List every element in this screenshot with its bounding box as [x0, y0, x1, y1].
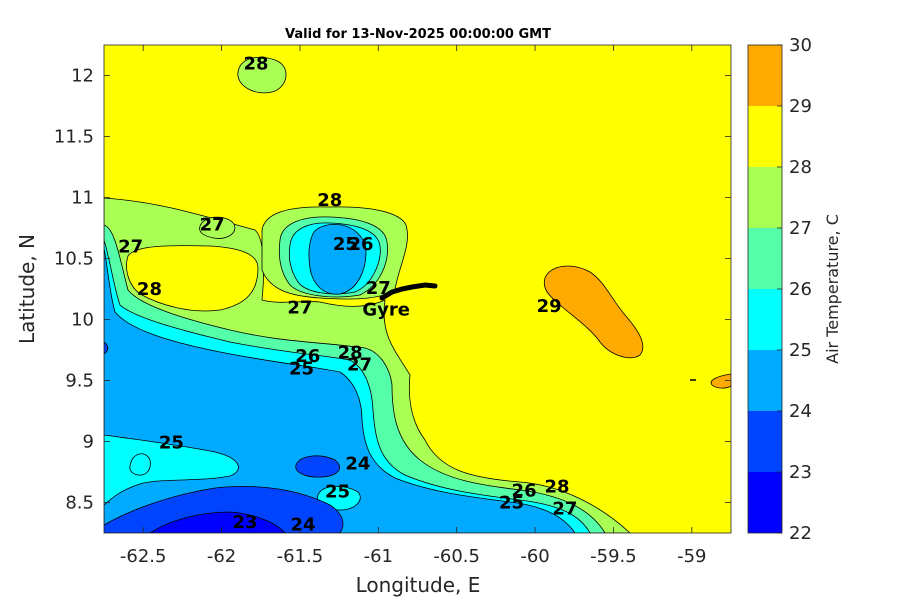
x-tick-label: -60.5	[433, 546, 480, 567]
contour-label: 27	[366, 278, 391, 299]
colorbar-tick-label: 29	[789, 96, 812, 117]
contour-label: 25	[333, 234, 358, 255]
band-27-28-island	[199, 216, 236, 239]
contour-label: 24	[345, 453, 370, 474]
colorbar-tick-label: 25	[789, 340, 812, 361]
contour-label: 26	[295, 346, 320, 367]
band-23-24-south-island	[295, 455, 340, 478]
contour-label: 25	[159, 433, 184, 454]
colorbar-swatch	[748, 45, 782, 106]
annotations: Gyre	[362, 300, 410, 321]
y-tick-label: 9.5	[65, 371, 94, 392]
y-tick-label: 12	[71, 66, 94, 87]
contour-label: 28	[137, 279, 162, 300]
x-axis-label: Longitude, E	[356, 573, 481, 597]
contour-label: 27	[347, 355, 372, 376]
y-tick-label: 10.5	[54, 249, 94, 270]
contour-label: 25	[289, 358, 314, 379]
x-axis: -62.5 -62 -61.5 -61 -60.5 -60 -59.5 -59	[120, 45, 707, 567]
band-23-24-inner	[308, 224, 367, 295]
contour-label: 28	[317, 190, 342, 211]
colorbar-label: Air Temperature, C	[823, 214, 842, 364]
contour-label: 27	[118, 236, 143, 257]
site-annotation: Gyre	[362, 300, 410, 321]
colorbar: 22 23 24 25 26 27 28 29 30	[747, 35, 812, 544]
chart-title: Valid for 13-Nov-2025 00:00:00 GMT	[285, 27, 551, 42]
contour-label: 27	[287, 297, 312, 318]
contour-label: 28	[244, 53, 269, 74]
colorbar-tick-label: 26	[789, 279, 812, 300]
band-28-29-east-edge	[710, 373, 731, 389]
y-tick-label: 8.5	[65, 493, 94, 514]
x-tick-label: -62.5	[120, 546, 167, 567]
y-axis-label: Latitude, N	[15, 234, 39, 344]
contour-label: 23	[233, 512, 258, 533]
contour-label: 27	[552, 499, 577, 520]
y-tick-label: 9	[83, 432, 94, 453]
x-tick-label: -60	[520, 546, 549, 567]
contour-label: 26	[349, 234, 374, 255]
colorbar-tick-label: 27	[789, 218, 812, 239]
y-tick-label: 11.5	[54, 127, 94, 148]
contour-label: 25	[499, 493, 524, 514]
x-tick-label: -62	[207, 546, 236, 567]
contour-label: 29	[537, 296, 562, 317]
colorbar-swatch	[748, 289, 782, 350]
contour-label: 27	[200, 214, 225, 235]
gyre-platform-marker	[379, 282, 438, 301]
band-24-25-south-pocket	[104, 434, 239, 506]
band-22-23-south	[149, 511, 286, 533]
plot-frame	[103, 44, 732, 534]
band-26-27-west-pocket	[126, 245, 259, 312]
band-23-24-south	[104, 486, 344, 533]
x-tick-label: -59.5	[590, 546, 637, 567]
x-tick-label: -59	[677, 546, 706, 567]
contour-label: 24	[291, 514, 316, 535]
x-tick-label: -61	[364, 546, 393, 567]
contour-label: 28	[338, 342, 363, 363]
contour-label: 26	[512, 480, 537, 501]
y-tick-label: 10	[71, 310, 94, 331]
contour-label: 25	[325, 482, 350, 503]
colorbar-swatch	[748, 167, 782, 228]
colorbar-swatch	[748, 228, 782, 289]
colorbar-swatch	[748, 411, 782, 472]
band-24-25-west-spot	[129, 453, 151, 476]
colorbar-tick-label: 24	[789, 401, 812, 422]
colorbar-tick-label: 30	[789, 35, 812, 56]
colorbar-swatch	[748, 106, 782, 167]
contour-label: 28	[544, 477, 569, 498]
band-28-29-island	[543, 265, 644, 359]
colorbar-tick-label: 22	[789, 523, 812, 544]
band-26-27-north-island	[237, 56, 287, 94]
colorbar-swatch	[748, 350, 782, 411]
colorbar-swatch	[748, 472, 782, 533]
colorbar-tick-label: 23	[789, 462, 812, 483]
y-axis: 8.5 9 9.5 10 10.5 11 11.5 12	[54, 66, 731, 514]
colorbar-tick-label: 28	[789, 157, 812, 178]
y-tick-label: 11	[71, 188, 94, 209]
x-tick-label: -61.5	[277, 546, 324, 567]
